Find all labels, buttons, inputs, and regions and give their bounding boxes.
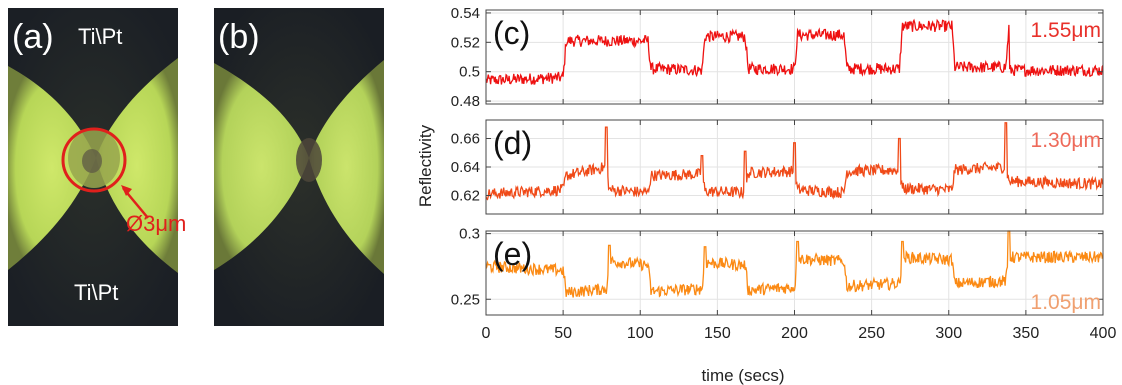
- diameter-annotation: Ø3μm: [126, 211, 187, 236]
- wavelength-label: 1.05μm: [1031, 291, 1101, 314]
- electrode-label-bottom: Ti\Pt: [74, 280, 119, 305]
- x-tick-label: 200: [781, 325, 808, 342]
- x-tick-label: 50: [554, 325, 572, 342]
- electrode-label-top: Ti\Pt: [78, 24, 123, 49]
- y-tick-label: 0.62: [451, 187, 480, 204]
- y-tick-label: 0.54: [451, 5, 480, 22]
- series-line: [485, 18, 1104, 86]
- y-axis-label: Reflectivity: [416, 124, 435, 207]
- x-tick-label: 100: [627, 325, 654, 342]
- x-axis-label: time (secs): [701, 366, 784, 385]
- microscope-image-a: [8, 8, 178, 326]
- x-tick-label: 400: [1090, 325, 1117, 342]
- y-tick-label: 0.3: [459, 226, 480, 243]
- series-line: [485, 122, 1104, 201]
- series-line: [485, 230, 1104, 298]
- panel-label: (c): [493, 15, 530, 51]
- x-tick-label: 350: [1013, 325, 1040, 342]
- x-tick-label: 0: [482, 325, 491, 342]
- focus-circle: [61, 127, 127, 193]
- panel-label: (d): [493, 125, 532, 161]
- wavelength-label: 1.55μm: [1031, 19, 1101, 42]
- wavelength-label: 1.30μm: [1031, 129, 1101, 152]
- y-tick-label: 0.52: [451, 34, 480, 51]
- y-tick-label: 0.66: [451, 131, 480, 148]
- y-tick-label: 0.48: [451, 93, 480, 110]
- x-tick-label: 150: [704, 325, 731, 342]
- x-tick-label: 300: [935, 325, 962, 342]
- panel-label: (e): [493, 236, 532, 272]
- panel-label-a: (a): [12, 18, 54, 56]
- x-tick-label: 250: [858, 325, 885, 342]
- y-tick-label: 0.64: [451, 159, 480, 176]
- y-tick-label: 0.25: [451, 291, 480, 308]
- microscope-image-b: [214, 8, 384, 326]
- y-tick-label: 0.5: [459, 64, 480, 81]
- panel-label-b: (b): [218, 18, 260, 56]
